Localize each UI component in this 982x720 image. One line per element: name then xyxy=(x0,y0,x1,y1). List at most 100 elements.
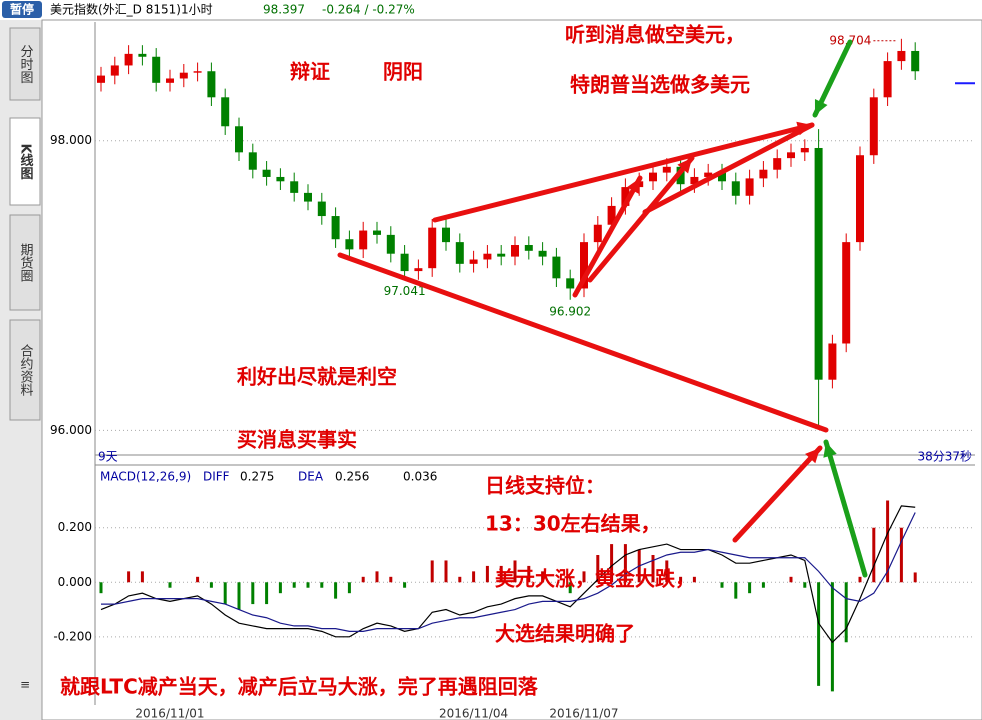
candle-body xyxy=(248,152,257,170)
arrow-head xyxy=(823,442,837,458)
candle-body xyxy=(276,176,285,182)
tab-bg[interactable] xyxy=(9,214,41,311)
candle-body xyxy=(124,53,133,66)
candle-body xyxy=(290,181,299,193)
candle-body xyxy=(759,169,768,179)
candle-body xyxy=(897,50,906,62)
arrow-head xyxy=(805,448,820,464)
candle-body xyxy=(883,61,892,98)
change: -0.264 / -0.27% xyxy=(322,3,415,17)
candle-body xyxy=(869,97,878,156)
tab[interactable]: K线图 xyxy=(18,143,34,181)
annotation: 大选结果明确了 xyxy=(495,622,635,646)
candle-body xyxy=(800,147,809,153)
annotation-line xyxy=(572,175,643,298)
candle-body xyxy=(262,169,271,177)
candle-body xyxy=(745,178,754,196)
candle-body xyxy=(166,78,174,83)
candle-body xyxy=(207,71,216,98)
candle-body xyxy=(662,166,671,173)
candle-body xyxy=(386,234,395,254)
tab-bg[interactable] xyxy=(9,117,41,206)
annotation-line xyxy=(587,155,695,283)
histogram-value: 0.036 xyxy=(403,470,437,484)
y-tick-label: 0.000 xyxy=(58,575,92,589)
macd-line xyxy=(101,512,916,632)
top-bar xyxy=(0,0,982,20)
tab[interactable]: 期货圈 xyxy=(18,243,34,283)
tab-bg[interactable] xyxy=(9,27,41,101)
candle-body xyxy=(304,192,312,202)
candle-body xyxy=(731,181,740,196)
tab[interactable]: 分时图 xyxy=(18,45,34,84)
y-tick-label: 98.000 xyxy=(50,133,92,147)
legend-label: DIFF xyxy=(203,470,230,484)
menu-icon[interactable]: ≡ xyxy=(20,678,30,692)
annotation: 美元大涨，黄金大跌， xyxy=(495,567,695,591)
range-label: 9天 xyxy=(98,450,118,464)
candle-body xyxy=(331,216,340,240)
badge: 暂停 xyxy=(10,2,34,17)
candle-body xyxy=(345,239,354,250)
low-label: 96.902 xyxy=(549,304,591,318)
annotation: 利好出尽就是利空 xyxy=(237,365,397,389)
candle-body xyxy=(235,126,243,153)
candle-body xyxy=(718,172,726,182)
arrow-head xyxy=(626,178,640,194)
arrow-head xyxy=(814,99,828,115)
candle-body xyxy=(552,256,561,279)
candle-body xyxy=(911,50,920,72)
candle-body xyxy=(469,259,478,264)
candle-body xyxy=(152,56,161,83)
annotation-line xyxy=(732,445,823,543)
candle-body xyxy=(649,172,657,182)
tab[interactable]: 合约资料 xyxy=(18,344,34,396)
annotation: 买消息买事实 xyxy=(237,428,357,452)
candle-body xyxy=(593,224,602,243)
annotation: 13：30左右结果， xyxy=(485,512,661,536)
annotation: 日线支持位： xyxy=(485,474,605,498)
x-tick-label: 2016/11/01 xyxy=(135,707,204,720)
candle-body xyxy=(773,158,782,170)
candle-body xyxy=(787,152,795,159)
tab-bg[interactable] xyxy=(9,319,41,421)
candle-body xyxy=(221,97,230,127)
legend-value: 0.256 xyxy=(335,470,369,484)
candle-body xyxy=(524,245,533,251)
candle-body xyxy=(193,71,202,73)
candle-body xyxy=(428,227,437,269)
y-tick-label: 96.000 xyxy=(50,423,92,437)
annotation-line xyxy=(432,122,815,223)
candle-body xyxy=(828,343,837,380)
annotation: 听到消息做空美元， xyxy=(565,23,745,47)
macd-title: MACD(12,26,9) xyxy=(100,470,191,484)
candle-body xyxy=(373,230,381,235)
legend-label: DEA xyxy=(298,470,324,484)
candle-body xyxy=(455,242,464,264)
annotation-line xyxy=(823,439,868,578)
candle-body xyxy=(621,187,630,206)
candle-body xyxy=(179,72,188,79)
symbol: 美元指数(外汇_D 8151)1小时 xyxy=(50,2,213,17)
annotation-line xyxy=(337,252,829,433)
legend-value: 0.275 xyxy=(240,470,274,484)
candle-body xyxy=(400,253,409,272)
candle-body xyxy=(538,250,547,257)
candle-body xyxy=(442,227,450,243)
candle-body xyxy=(566,278,575,289)
candle-body xyxy=(814,147,823,380)
candle-body xyxy=(414,268,423,272)
candle-body xyxy=(497,253,506,257)
annotation: 辩证 xyxy=(290,60,330,84)
annotation: 阴阳 xyxy=(383,60,423,84)
x-tick-label: 2016/11/07 xyxy=(549,707,618,720)
candle-body xyxy=(856,155,864,243)
candle-body xyxy=(317,201,326,217)
arrow-head xyxy=(677,158,692,174)
candle-body xyxy=(97,75,105,83)
candle-body xyxy=(359,230,368,250)
annotation-line xyxy=(642,122,815,215)
candle-body xyxy=(483,253,492,260)
low-label: 97.041 xyxy=(384,284,426,298)
